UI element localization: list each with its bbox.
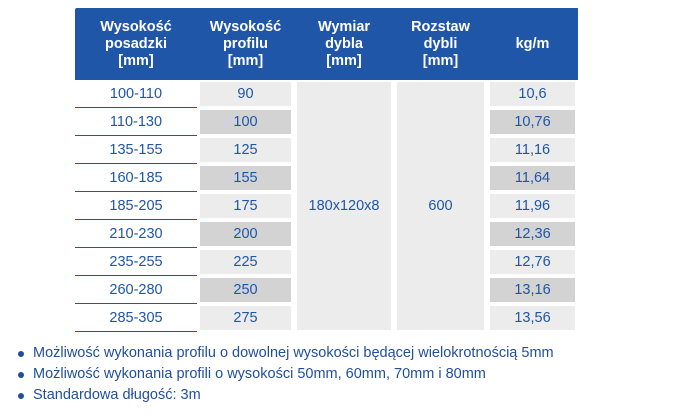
cell-profile-height: 100 bbox=[200, 110, 291, 134]
cell-profile-height: 90 bbox=[200, 82, 291, 106]
cell-dowel-spacing: 600 bbox=[397, 82, 484, 330]
bullet-icon bbox=[18, 350, 24, 357]
cell-weight: 11,96 bbox=[490, 194, 575, 218]
cell-weight: 13,16 bbox=[490, 278, 575, 302]
cell-weight: 12,76 bbox=[490, 250, 575, 274]
cell-floor-height: 100-110 bbox=[75, 80, 197, 108]
cell-floor-height: 260-280 bbox=[75, 276, 197, 304]
cell-floor-height: 185-205 bbox=[75, 192, 197, 220]
cell-profile-height: 175 bbox=[200, 194, 291, 218]
note-item: Możliwość wykonania profilu o dowolnej w… bbox=[18, 343, 688, 364]
cell-weight: 11,16 bbox=[490, 138, 575, 162]
bullet-icon bbox=[18, 371, 24, 378]
header-floor-height: Wysokość posadzki [mm] bbox=[75, 8, 197, 80]
note-text: Możliwość wykonania profili o wysokości … bbox=[33, 366, 486, 382]
cell-profile-height: 200 bbox=[200, 222, 291, 246]
cell-floor-height: 235-255 bbox=[75, 248, 197, 276]
notes-list: Możliwość wykonania profilu o dowolnej w… bbox=[18, 343, 688, 406]
cell-weight: 12,36 bbox=[490, 222, 575, 246]
cell-profile-height: 125 bbox=[200, 138, 291, 162]
note-item: Standardowa długość: 3m bbox=[18, 385, 688, 406]
cell-profile-height: 250 bbox=[200, 278, 291, 302]
cell-dowel-size: 180x120x8 bbox=[297, 82, 391, 330]
cell-profile-height: 225 bbox=[200, 250, 291, 274]
cell-floor-height: 285-305 bbox=[75, 304, 197, 332]
cell-floor-height: 110-130 bbox=[75, 108, 197, 136]
cell-floor-height: 210-230 bbox=[75, 220, 197, 248]
cell-weight: 11,64 bbox=[490, 166, 575, 190]
cell-weight: 10,6 bbox=[490, 82, 575, 106]
note-item: Możliwość wykonania profili o wysokości … bbox=[18, 364, 688, 385]
cell-profile-height: 155 bbox=[200, 166, 291, 190]
cell-floor-height: 135-155 bbox=[75, 136, 197, 164]
cell-weight: 13,56 bbox=[490, 306, 575, 330]
header-dowel-spacing: Rozstaw dybli [mm] bbox=[394, 8, 487, 80]
note-text: Standardowa długość: 3m bbox=[33, 387, 201, 403]
bullet-icon bbox=[18, 392, 24, 399]
header-profile-height: Wysokość profilu [mm] bbox=[197, 8, 294, 80]
cell-profile-height: 275 bbox=[200, 306, 291, 330]
profile-table: Wysokość posadzki [mm] Wysokość profilu … bbox=[75, 8, 678, 332]
cell-floor-height: 160-185 bbox=[75, 164, 197, 192]
header-weight: kg/m bbox=[487, 8, 578, 80]
header-dowel-size: Wymiar dybla [mm] bbox=[294, 8, 394, 80]
note-text: Możliwość wykonania profilu o dowolnej w… bbox=[33, 345, 554, 361]
cell-weight: 10,76 bbox=[490, 110, 575, 134]
